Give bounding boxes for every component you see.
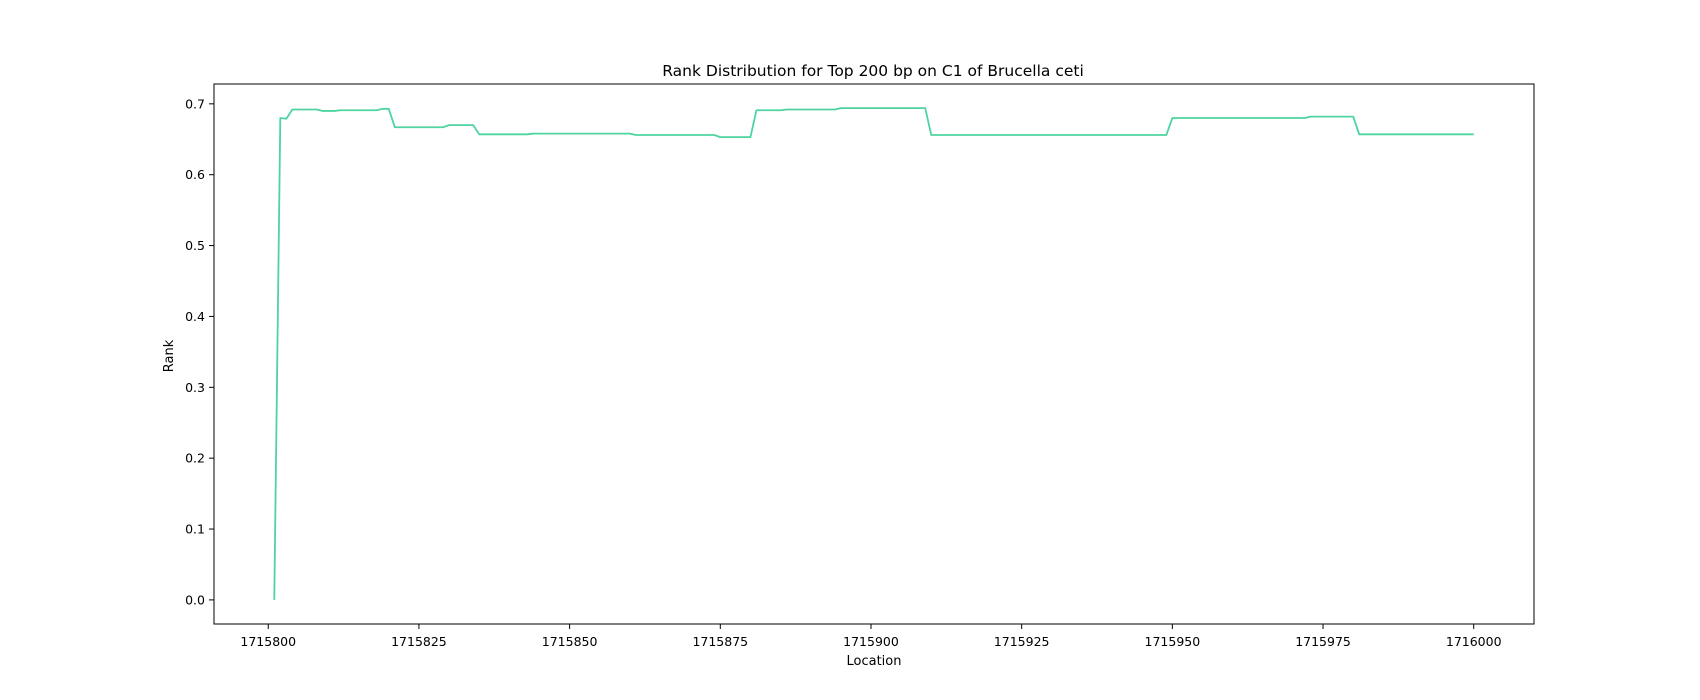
x-tick-label: 1716000 [1446,634,1502,649]
y-tick-label: 0.2 [185,451,205,466]
series-line [273,107,1474,600]
y-tick-label: 0.1 [185,522,205,537]
y-tick-label: 0.5 [185,238,205,253]
y-tick-label: 0.6 [185,167,205,182]
axes-frame [213,83,1535,625]
x-tick-label: 1715950 [1145,634,1201,649]
x-tick-label: 1715900 [843,634,899,649]
y-axis-label: Rank [162,339,177,372]
x-tick-label: 1715875 [692,634,748,649]
x-tick-label: 1715800 [240,634,296,649]
chart-title: Rank Distribution for Top 200 bp on C1 o… [662,62,1084,80]
x-tick-label: 1715975 [1295,634,1351,649]
y-tick-label: 0.3 [185,380,205,395]
y-tick-label: 0.7 [185,96,205,111]
x-tick-label: 1715825 [391,634,447,649]
y-tick-label: 0.0 [185,592,205,607]
plot-area [273,107,1474,600]
y-tick-label: 0.4 [185,309,205,324]
x-axis-label: Location [847,654,902,669]
x-tick-label: 1715850 [542,634,598,649]
y-axis: 0.0 0.1 0.2 0.3 0.4 0.5 0.6 0.7 [185,96,214,607]
x-tick-label: 1715925 [994,634,1050,649]
x-axis: 1715800 1715825 1715850 1715875 1715900 17159… [240,624,1502,649]
